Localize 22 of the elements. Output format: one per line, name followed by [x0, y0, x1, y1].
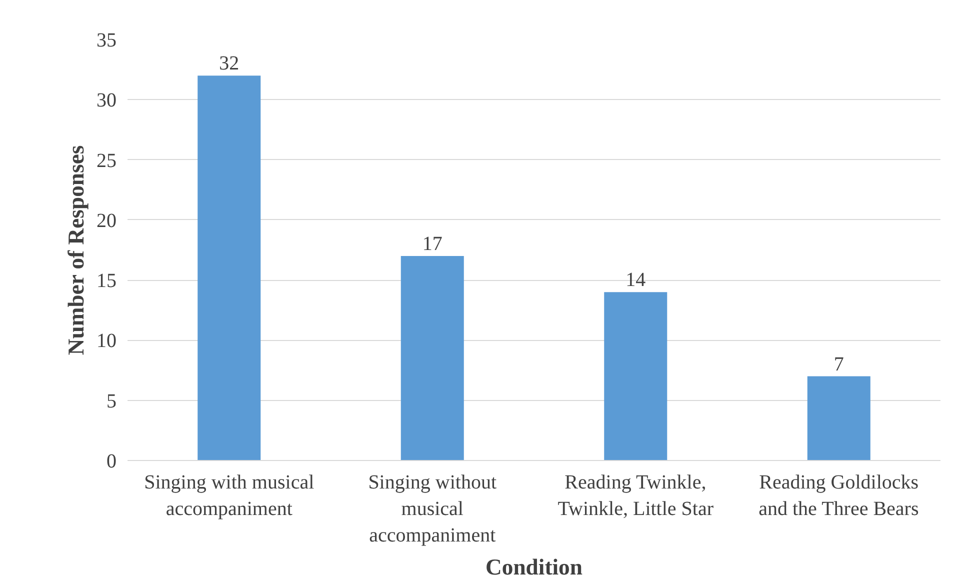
x-tick-label: Singing without musical accompaniment [368, 472, 497, 546]
y-axis-title: Number of Responses [64, 145, 88, 356]
data-label: 17 [422, 233, 442, 256]
bar [198, 76, 261, 460]
y-tick-label: 0 [106, 450, 116, 472]
data-label: 32 [219, 52, 240, 75]
y-tick-label: 30 [96, 90, 116, 112]
y-tick-label: 20 [96, 210, 116, 232]
bar [400, 256, 464, 460]
x-tick-label: Reading Goldilocks and the Three Bears [758, 472, 919, 520]
data-label: 7 [834, 353, 844, 376]
bar [807, 376, 870, 460]
bar [604, 292, 668, 460]
y-tick-label: 35 [96, 30, 116, 52]
y-tick-label: 15 [96, 270, 116, 292]
y-tick-label: 10 [96, 330, 116, 352]
x-axis-title: Condition [486, 554, 583, 580]
x-tick-label: Reading Twinkle, Twinkle, Little Star [558, 472, 714, 520]
x-tick-label: Singing with musical accompaniment [144, 472, 315, 520]
y-tick-label: 25 [96, 150, 116, 172]
data-label: 14 [626, 269, 646, 292]
y-tick-label: 5 [106, 390, 116, 412]
